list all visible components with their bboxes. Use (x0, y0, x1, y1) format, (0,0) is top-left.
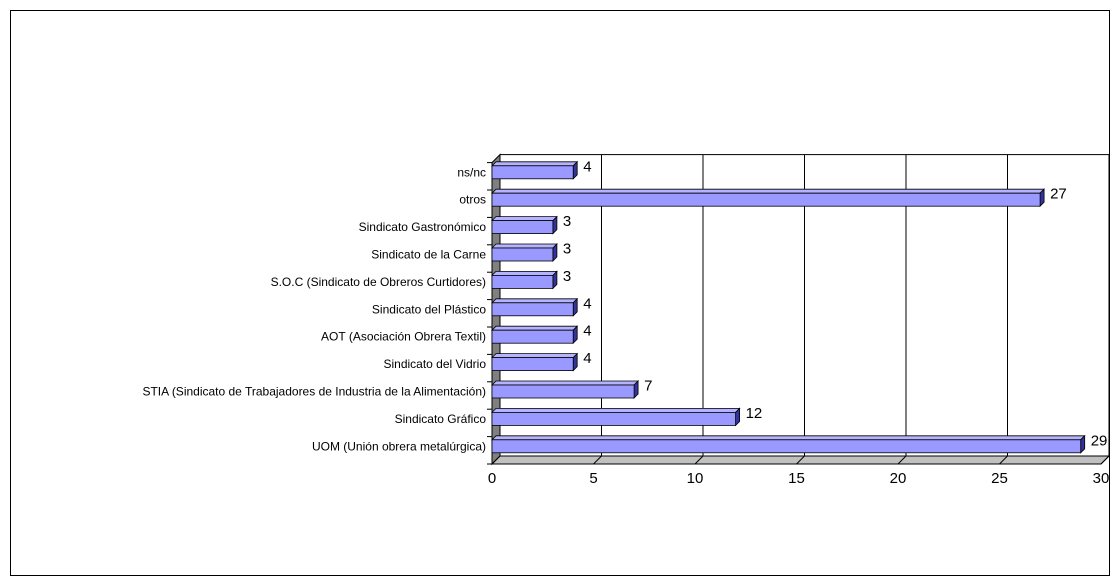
bar-top (491, 353, 579, 359)
bar-top (491, 216, 558, 222)
bar-face (491, 247, 554, 262)
category-label: Sindicato Gastronómico (359, 220, 487, 234)
bar-top (491, 380, 640, 386)
bar-top (491, 407, 741, 413)
bar-top (491, 325, 579, 331)
value-label: 3 (563, 213, 571, 230)
bar-top (491, 243, 558, 249)
category-label: otros (459, 193, 486, 207)
value-label: 4 (583, 350, 591, 367)
bar (491, 215, 558, 235)
category-label: AOT (Asociación Obrera Textil) (321, 330, 486, 344)
bar (491, 380, 640, 399)
value-label: 12 (746, 405, 763, 422)
bar-face (491, 302, 574, 317)
floor-line (897, 455, 907, 465)
bar-face (491, 274, 554, 289)
floor-line (1100, 455, 1110, 465)
bar (491, 352, 579, 372)
bar (491, 270, 558, 290)
value-label: 4 (583, 295, 591, 312)
bar-face (491, 192, 1041, 207)
bar-top (491, 270, 558, 276)
bar-face (491, 439, 1082, 454)
value-label: 7 (644, 378, 652, 395)
bar (491, 243, 558, 262)
x-tick-label: 5 (589, 470, 597, 487)
bar (491, 160, 579, 180)
x-tick-label: 0 (488, 470, 496, 487)
category-label: Sindicato del Plástico (372, 302, 486, 316)
value-label: 4 (583, 323, 591, 340)
floor-line (491, 455, 501, 465)
bar (491, 297, 579, 317)
x-tick-label: 30 (1093, 470, 1110, 487)
value-label: 4 (583, 158, 591, 175)
bar-face (491, 329, 574, 344)
bar-face (491, 220, 554, 235)
bar (491, 325, 579, 345)
bar-face (491, 357, 574, 372)
category-label: UOM (Unión obrera metalúrgica) (312, 439, 486, 453)
floor-line (999, 455, 1008, 465)
bar (491, 188, 1046, 208)
value-label: 3 (563, 241, 571, 258)
bar (491, 434, 1086, 454)
bars (491, 160, 1086, 454)
category-label: Sindicato Gráfico (395, 412, 487, 426)
x-axis-ticks: 0 5 10 15 20 25 30 (488, 470, 1110, 487)
bar-top (491, 161, 579, 167)
bar (491, 407, 741, 427)
x-tick-label: 15 (788, 470, 805, 487)
category-label: STIA (Sindicato de Trabajadores de Indus… (142, 385, 486, 399)
floor-line (694, 455, 704, 465)
category-label: S.O.C (Sindicato de Obreros Curtidores) (271, 275, 486, 289)
bar-top (491, 188, 1046, 194)
category-labels: UOM (Unión obrera metalúrgica) Sindicato … (142, 165, 486, 453)
x-tick-label: 20 (890, 470, 907, 487)
bar-face (491, 165, 574, 180)
bar-face (491, 411, 737, 426)
bar-top (491, 435, 1086, 441)
category-label: ns/nc (457, 165, 486, 179)
bar-face (491, 384, 635, 399)
category-label: Sindicato del Vidrio (383, 357, 486, 371)
value-label: 29 (1091, 432, 1108, 449)
x-tick-label: 25 (991, 470, 1008, 487)
floor-line (796, 455, 805, 465)
value-label: 27 (1050, 186, 1067, 203)
category-label: Sindicato de la Carne (371, 248, 486, 262)
x-tick-label: 10 (687, 470, 704, 487)
floor-line (593, 455, 602, 465)
bar-top (491, 298, 579, 304)
value-label: 3 (563, 268, 571, 285)
